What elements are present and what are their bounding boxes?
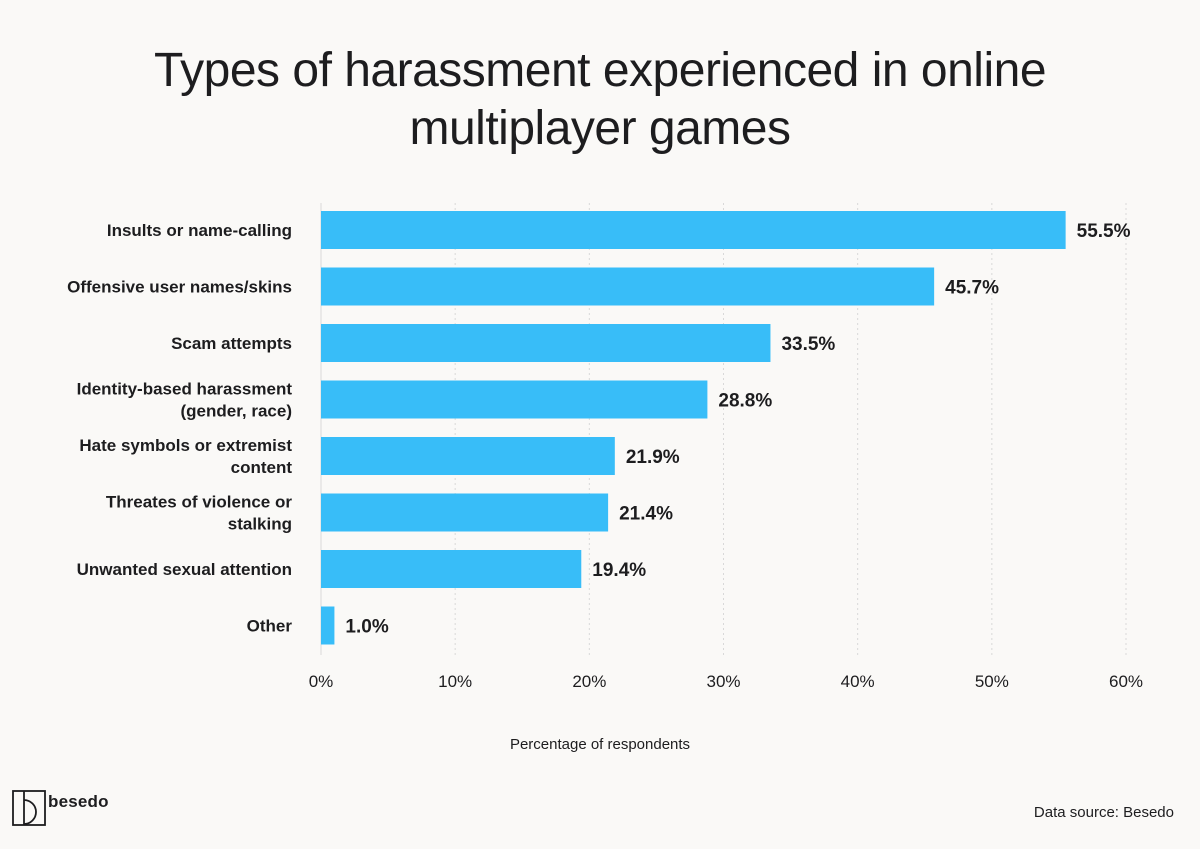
category-label: Offensive user names/skins bbox=[67, 278, 292, 297]
bar bbox=[321, 606, 335, 645]
x-tick-label: 60% bbox=[1109, 672, 1143, 691]
category-label-line: Threates of violence or bbox=[106, 493, 292, 512]
category-label: Insults or name-calling bbox=[107, 221, 292, 240]
bar bbox=[321, 211, 1066, 249]
category-label-line: Identity-based harassment bbox=[77, 380, 293, 399]
category-label-line: Hate symbols or extremist bbox=[79, 436, 292, 455]
category-label: Other bbox=[247, 617, 293, 636]
logo-text: besedo bbox=[48, 792, 109, 811]
category-label-line: stalking bbox=[228, 515, 292, 534]
chart-title-line-2: multiplayer games bbox=[409, 102, 791, 155]
value-label: 28.8% bbox=[718, 391, 772, 412]
value-label: 21.4% bbox=[619, 504, 673, 525]
chart-title: Types of harassment experienced in onlin… bbox=[0, 42, 1200, 158]
category-label: Scam attempts bbox=[171, 334, 292, 353]
value-label: 45.7% bbox=[945, 278, 999, 299]
value-label: 21.9% bbox=[626, 447, 680, 468]
value-label: 33.5% bbox=[781, 334, 835, 355]
data-source-note: Data source: Besedo bbox=[1033, 804, 1174, 821]
x-axis-title: Percentage of respondents bbox=[510, 736, 690, 753]
x-tick-label: 10% bbox=[438, 672, 472, 691]
value-label: 1.0% bbox=[345, 617, 388, 638]
category-label: Hate symbols or extremist content bbox=[79, 436, 292, 477]
besedo-logo-icon bbox=[12, 790, 46, 826]
category-label: Identity-based harassment (gender, race) bbox=[77, 380, 293, 421]
value-label: 19.4% bbox=[592, 560, 646, 581]
brand-logo: besedo bbox=[12, 790, 109, 826]
category-label-line: Insults or name-calling bbox=[107, 221, 292, 240]
x-tick-label: 50% bbox=[975, 672, 1009, 691]
bar bbox=[321, 267, 935, 306]
value-label: 55.5% bbox=[1077, 221, 1131, 242]
category-label-line: Scam attempts bbox=[171, 334, 292, 353]
x-tick-label: 40% bbox=[841, 672, 875, 691]
x-tick-label: 30% bbox=[706, 672, 740, 691]
category-label-line: content bbox=[231, 458, 293, 477]
category-label-line: Unwanted sexual attention bbox=[77, 560, 292, 579]
chart-title-line-1: Types of harassment experienced in onlin… bbox=[153, 44, 1047, 97]
bar bbox=[321, 437, 615, 475]
x-tick-label: 20% bbox=[572, 672, 606, 691]
category-label-line: Offensive user names/skins bbox=[67, 278, 292, 297]
category-label-line: Other bbox=[247, 617, 293, 636]
bar bbox=[321, 493, 609, 532]
bar bbox=[321, 380, 708, 419]
x-tick-label: 0% bbox=[309, 672, 334, 691]
bar bbox=[321, 550, 582, 588]
category-label-line: (gender, race) bbox=[181, 402, 293, 421]
bar bbox=[321, 324, 771, 362]
category-label: Threates of violence or stalking bbox=[106, 493, 292, 534]
category-label: Unwanted sexual attention bbox=[77, 560, 292, 579]
